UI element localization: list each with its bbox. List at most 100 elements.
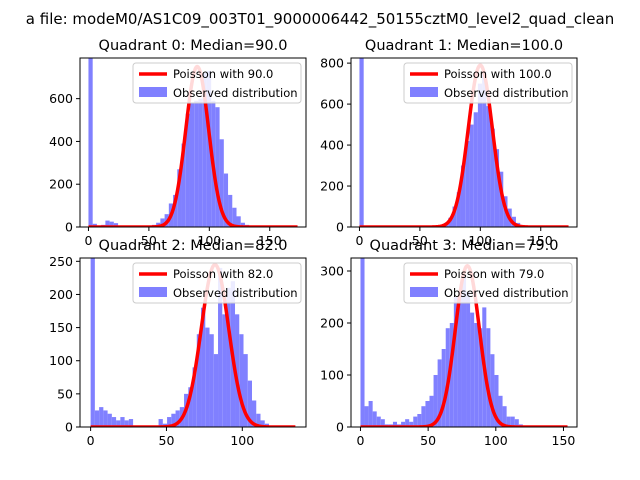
legend-box: [403, 262, 573, 304]
histogram-bar: [206, 70, 212, 227]
histogram-bar: [223, 173, 229, 227]
histogram-bar: [175, 410, 180, 427]
histogram-bar: [243, 354, 248, 427]
y-tick-label: 300: [320, 264, 344, 279]
y-tick-label: 0: [65, 220, 73, 235]
histogram-bar: [188, 387, 193, 427]
axes-frame: [79, 57, 307, 228]
histogram-bar: [219, 139, 224, 227]
histogram-bar: [205, 327, 210, 427]
histogram-bar: [490, 128, 495, 227]
subplot-title: Quadrant 1: Median=100.0: [365, 38, 563, 54]
x-tick-label: 50: [159, 433, 175, 448]
histogram-bar: [437, 359, 442, 427]
y-tick-label: 400: [49, 134, 73, 149]
histogram-bar: [226, 287, 231, 427]
subplots: 0 50 100 150 0 200 400 600 Quadrant 0: Median=90…: [49, 38, 578, 448]
histogram-bar: [247, 380, 253, 427]
histogram-bar: [441, 349, 446, 427]
histogram-bar: [124, 420, 129, 427]
y-tick-label: 0: [65, 420, 73, 435]
subplot-title: Quadrant 2: Median=82.0: [99, 238, 288, 254]
histogram-bar: [185, 113, 190, 227]
histogram-bar: [228, 194, 233, 227]
x-tick-label: 50: [412, 233, 428, 248]
y-tick-label: 150: [49, 320, 73, 335]
histogram-bar: [470, 312, 475, 427]
histogram-bar: [473, 112, 478, 227]
legend-observed-swatch: [139, 287, 167, 297]
axes-frame: [350, 257, 578, 428]
histogram-bar: [202, 72, 207, 227]
histogram-bar: [452, 206, 457, 227]
histogram-bar: [128, 419, 134, 427]
histogram-bar: [425, 401, 430, 427]
histogram-bar: [260, 420, 265, 427]
histogram-bar: [494, 149, 500, 227]
axes-frame: [350, 57, 578, 228]
histogram-bar: [486, 328, 491, 427]
histogram-bar: [113, 223, 119, 227]
y-tick-label: 200: [49, 287, 73, 302]
y-tick-label: 800: [320, 56, 344, 71]
histogram-bar: [167, 417, 172, 427]
histogram-bar: [478, 328, 483, 427]
legend-observed-swatch: [410, 287, 438, 297]
histogram-bar: [498, 395, 503, 427]
poisson-curve: [90, 262, 296, 427]
histogram-bar: [171, 413, 176, 427]
histogram-bar: [421, 406, 426, 427]
y-tick-label: 400: [320, 138, 344, 153]
histogram-bar: [232, 207, 237, 227]
y-tick-label: 200: [320, 316, 344, 331]
x-tick-label: 150: [552, 433, 576, 448]
y-tick-label: 200: [320, 179, 344, 194]
y-tick-label: 0: [336, 220, 344, 235]
histogram-bar: [457, 291, 462, 427]
histogram-bar: [201, 307, 206, 427]
histogram-bar: [405, 419, 410, 427]
subplot-title: Quadrant 3: Median=79.0: [370, 238, 559, 254]
histogram-bar: [181, 143, 186, 227]
legend: Poisson with 90.0 Observed distribution: [132, 62, 302, 104]
histogram-bar: [173, 194, 178, 227]
histogram-bar: [194, 100, 199, 227]
histogram-bar: [453, 297, 458, 427]
legend-poisson-label: Poisson with 90.0: [173, 67, 273, 81]
histogram-bar: [360, 258, 365, 427]
histogram-bar: [222, 314, 227, 427]
histogram-bar: [469, 124, 474, 227]
legend-observed-label: Observed distribution: [444, 286, 569, 300]
histogram-bar: [474, 323, 479, 427]
legend-poisson-label: Poisson with 79.0: [444, 267, 544, 281]
histogram-bar: [461, 276, 467, 427]
histogram-bar: [218, 267, 223, 427]
legend-poisson-label: Poisson with 100.0: [444, 67, 552, 81]
x-tick-label: 50: [420, 433, 436, 448]
histogram-bar: [160, 218, 165, 227]
legend: Poisson with 79.0 Observed distribution: [403, 262, 573, 304]
histogram-bar: [111, 417, 117, 427]
histogram-bar: [189, 102, 195, 227]
histogram-bar: [376, 416, 381, 427]
histogram-bar: [433, 375, 438, 427]
axes-frame: [79, 257, 307, 428]
y-tick-label: 0: [336, 420, 344, 435]
x-tick-label: 50: [141, 233, 157, 248]
legend-observed-swatch: [139, 87, 167, 97]
histogram-bar: [359, 58, 364, 227]
y-tick-label: 100: [49, 353, 73, 368]
histogram-bar: [477, 83, 483, 227]
x-tick-label: 150: [258, 233, 282, 248]
histogram-bar: [465, 140, 470, 227]
histogram-bar: [240, 222, 245, 227]
histogram-bar: [252, 400, 257, 427]
histogram-bar: [99, 407, 104, 427]
histogram-bar: [372, 411, 377, 427]
histogram-bar: [235, 314, 240, 427]
histogram-bar: [192, 367, 197, 427]
legend-box: [132, 262, 302, 304]
histogram-bar: [209, 334, 214, 427]
histogram-bar: [158, 419, 163, 427]
